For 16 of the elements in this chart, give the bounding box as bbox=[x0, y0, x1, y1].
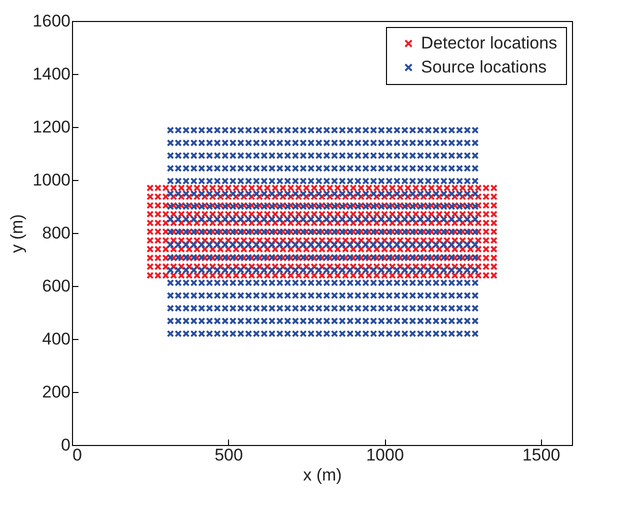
x-tick-label: 0 bbox=[72, 446, 82, 464]
x-tick-label: 1500 bbox=[522, 446, 560, 464]
y-tick-label: 1600 bbox=[32, 12, 70, 30]
legend-label: Detector locations bbox=[421, 34, 558, 52]
y-axis-title: y (m) bbox=[8, 214, 27, 253]
y-tick-label: 200 bbox=[42, 382, 70, 402]
y-tick-label: 1400 bbox=[32, 64, 70, 84]
legend-label: Source locations bbox=[421, 58, 547, 76]
y-tick-label: 800 bbox=[42, 224, 70, 242]
y-tick-label: 400 bbox=[42, 330, 70, 348]
x-tick-label: 500 bbox=[214, 446, 243, 464]
y-tick-label: 1000 bbox=[32, 170, 70, 190]
y-tick-label: 1200 bbox=[32, 118, 70, 136]
x-axis-title: x (m) bbox=[303, 466, 342, 484]
y-tick-label: 600 bbox=[42, 276, 70, 296]
x-tick-label: 1000 bbox=[366, 446, 404, 464]
